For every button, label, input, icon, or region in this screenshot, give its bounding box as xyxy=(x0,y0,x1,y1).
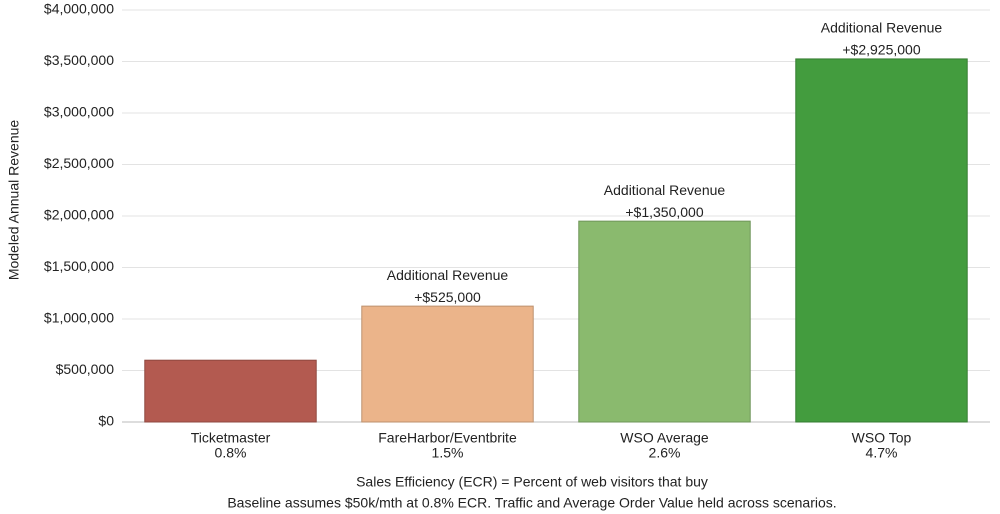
bar xyxy=(361,305,534,423)
y-tick-label: $1,500,000 xyxy=(44,258,114,274)
x-tick-sublabel: 0.8% xyxy=(215,445,247,461)
x-tick-label: WSO Top xyxy=(852,430,912,446)
y-tick-label: $4,000,000 xyxy=(44,1,114,17)
y-tick-label: $1,000,000 xyxy=(44,310,114,326)
bar xyxy=(144,359,317,423)
y-tick-label: $2,500,000 xyxy=(44,155,114,171)
bar xyxy=(578,220,751,423)
annotation-value: +$2,925,000 xyxy=(842,42,920,58)
y-tick-label: $3,000,000 xyxy=(44,104,114,120)
footnote: Sales Efficiency (ECR) = Percent of web … xyxy=(356,474,708,490)
x-tick-label: WSO Average xyxy=(620,430,709,446)
annotation-title: Additional Revenue xyxy=(821,20,943,36)
y-tick-label: $3,500,000 xyxy=(44,52,114,68)
y-tick-label: $0 xyxy=(98,413,114,429)
annotation-value: +$1,350,000 xyxy=(625,204,703,220)
y-tick-label: $2,000,000 xyxy=(44,207,114,223)
bar xyxy=(795,58,968,423)
y-tick-label: $500,000 xyxy=(56,361,115,377)
x-tick-sublabel: 2.6% xyxy=(649,445,681,461)
y-axis-label: Modeled Annual Revenue xyxy=(6,120,22,281)
x-tick-sublabel: 1.5% xyxy=(432,445,464,461)
annotation-value: +$525,000 xyxy=(414,289,481,305)
x-tick-label: Ticketmaster xyxy=(191,430,271,446)
x-tick-label: FareHarbor/Eventbrite xyxy=(378,430,517,446)
footnote: Baseline assumes $50k/mth at 0.8% ECR. T… xyxy=(227,495,836,511)
annotation-title: Additional Revenue xyxy=(604,182,726,198)
annotation-title: Additional Revenue xyxy=(387,267,509,283)
x-tick-sublabel: 4.7% xyxy=(866,445,898,461)
